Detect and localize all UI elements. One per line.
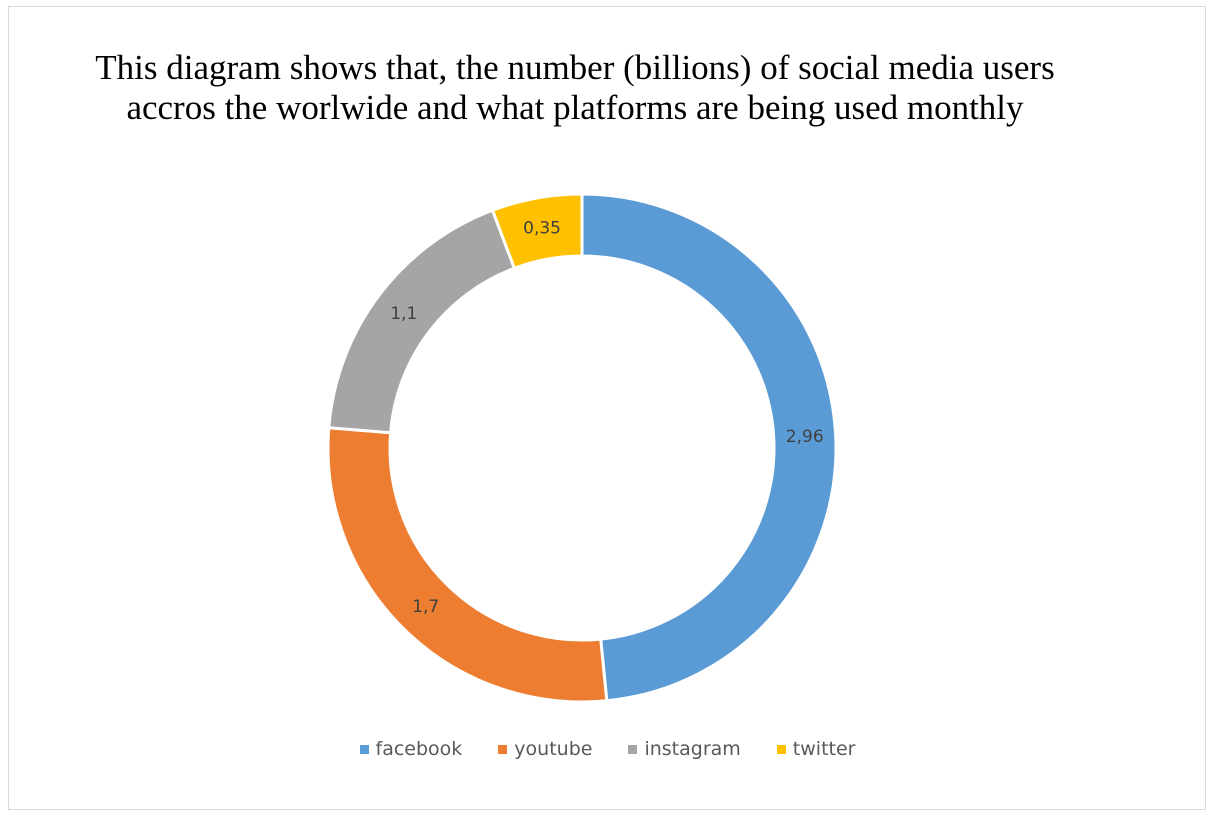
donut-slice-instagram bbox=[327, 208, 517, 435]
data-label-instagram: 1,1 bbox=[390, 304, 417, 324]
legend-swatch-twitter bbox=[776, 744, 786, 754]
chart-legend: facebook youtube instagram twitter bbox=[0, 738, 1215, 760]
data-label-facebook: 2,96 bbox=[786, 427, 824, 447]
data-label-twitter: 0,35 bbox=[523, 219, 561, 239]
donut-slice-facebook bbox=[580, 192, 838, 703]
legend-label-facebook: facebook bbox=[375, 738, 463, 760]
legend-swatch-youtube bbox=[498, 744, 508, 754]
legend-swatch-instagram bbox=[628, 744, 638, 754]
legend-label-instagram: instagram bbox=[644, 738, 741, 760]
legend-label-youtube: youtube bbox=[514, 738, 593, 760]
legend-swatch-facebook bbox=[359, 744, 369, 754]
chart-title: This diagram shows that, the number (bil… bbox=[95, 48, 1055, 127]
legend-item-facebook: facebook bbox=[359, 738, 463, 760]
legend-item-youtube: youtube bbox=[498, 738, 592, 760]
donut-slice-twitter bbox=[490, 192, 584, 271]
legend-label-twitter: twitter bbox=[792, 738, 856, 760]
data-label-youtube: 1,7 bbox=[412, 597, 439, 617]
donut-slice-youtube bbox=[326, 426, 609, 704]
legend-item-twitter: twitter bbox=[776, 738, 856, 760]
legend-item-instagram: instagram bbox=[628, 738, 741, 760]
